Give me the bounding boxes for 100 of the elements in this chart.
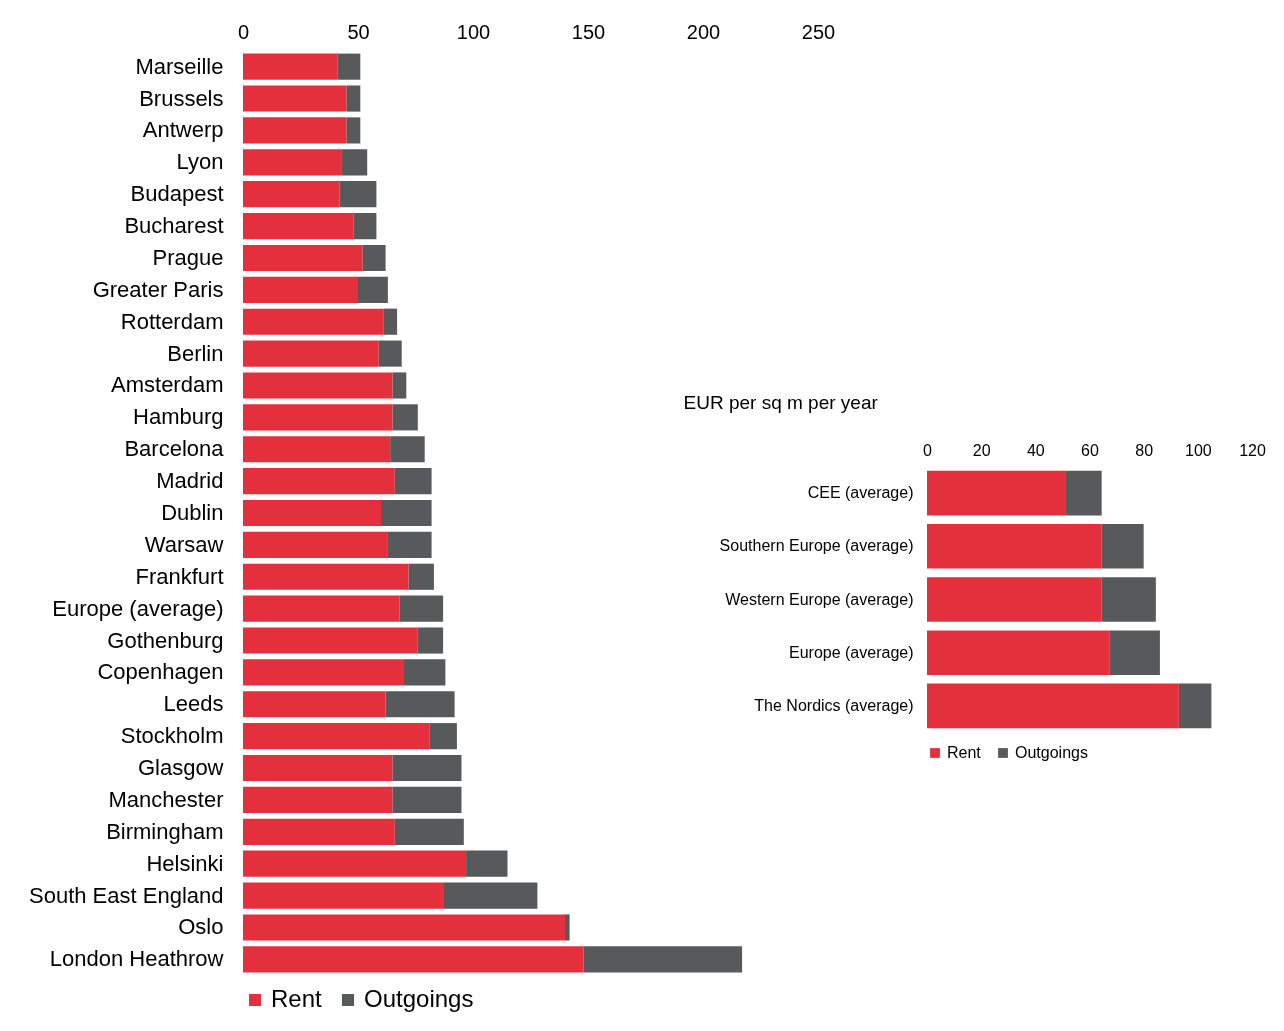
bar bbox=[927, 683, 1179, 729]
bar bbox=[243, 181, 340, 208]
y-tick-label: Leeds bbox=[163, 691, 224, 717]
bar bbox=[1101, 523, 1144, 569]
y-tick-label: Greater Paris bbox=[92, 276, 224, 302]
bar bbox=[243, 499, 381, 527]
x-tick-label: 100 bbox=[456, 20, 491, 43]
legend-label: Rent bbox=[947, 744, 982, 761]
bar bbox=[927, 630, 1110, 676]
bar bbox=[1178, 683, 1212, 729]
bar bbox=[243, 149, 342, 176]
x-tick-label: 60 bbox=[1081, 441, 1099, 459]
bar bbox=[358, 276, 388, 303]
bar bbox=[399, 595, 444, 622]
bar bbox=[243, 659, 404, 686]
y-tick-label: Hamburg bbox=[133, 404, 224, 430]
bar bbox=[337, 53, 361, 80]
bar bbox=[429, 723, 457, 750]
bar bbox=[243, 117, 347, 144]
bar bbox=[243, 563, 409, 590]
bar bbox=[243, 723, 430, 750]
x-axis-title: EUR per sq m per year bbox=[683, 391, 879, 413]
y-tick-label: Oslo bbox=[178, 914, 224, 940]
y-tick-label: Europe (average) bbox=[788, 643, 914, 661]
y-tick-label: Brussels bbox=[139, 85, 224, 111]
y-tick-label: Berlin bbox=[167, 340, 224, 366]
y-tick-label: Lyon bbox=[176, 149, 224, 175]
y-tick-label: Warsaw bbox=[144, 531, 224, 557]
legend-label: Outgoings bbox=[1015, 744, 1088, 761]
bar bbox=[243, 850, 467, 877]
bar bbox=[243, 213, 354, 240]
y-tick-label: Barcelona bbox=[124, 436, 225, 462]
bar bbox=[394, 818, 464, 845]
bar bbox=[243, 85, 347, 112]
bar bbox=[392, 754, 462, 782]
y-tick-label: Dublin bbox=[161, 500, 224, 525]
bar bbox=[243, 691, 386, 718]
y-tick-label: Frankfurt bbox=[135, 563, 224, 589]
y-tick-label: London Heathrow bbox=[49, 946, 224, 972]
x-tick-label: 200 bbox=[686, 20, 721, 43]
x-tick-label: 50 bbox=[347, 20, 370, 43]
bar bbox=[404, 659, 446, 686]
y-tick-label: Stockholm bbox=[120, 723, 224, 749]
bar bbox=[466, 850, 508, 877]
bar bbox=[392, 786, 462, 813]
bar bbox=[243, 882, 444, 909]
bar bbox=[243, 754, 393, 782]
bar bbox=[927, 577, 1102, 622]
bar bbox=[1109, 630, 1160, 676]
legend-label: Rent bbox=[271, 985, 323, 1012]
x-tick-label: 0 bbox=[923, 441, 933, 459]
bar bbox=[417, 627, 444, 654]
x-tick-label: 100 bbox=[1184, 441, 1212, 459]
bar bbox=[243, 276, 358, 303]
x-tick-label: 250 bbox=[801, 20, 836, 43]
x-tick-label: 150 bbox=[571, 20, 606, 43]
y-tick-label: Europe (average) bbox=[52, 595, 224, 621]
y-tick-label: Helsinki bbox=[146, 850, 224, 876]
bar bbox=[243, 404, 393, 431]
bar bbox=[243, 244, 363, 272]
bar bbox=[927, 523, 1102, 569]
bar bbox=[408, 563, 434, 590]
y-tick-label: Gothenburg bbox=[107, 627, 224, 653]
bar bbox=[1065, 470, 1102, 516]
y-tick-label: Prague bbox=[152, 244, 224, 270]
bar bbox=[383, 308, 398, 335]
x-tick-label: 0 bbox=[237, 20, 250, 43]
bar bbox=[565, 914, 570, 941]
bar bbox=[583, 946, 743, 973]
y-tick-label: Antwerp bbox=[142, 117, 224, 143]
y-tick-label: Glasgow bbox=[137, 755, 224, 781]
bar bbox=[385, 691, 455, 718]
bar bbox=[392, 372, 407, 399]
bar bbox=[243, 818, 395, 845]
y-tick-label: Bucharest bbox=[124, 213, 224, 239]
bar bbox=[243, 468, 395, 495]
y-tick-label: CEE (average) bbox=[807, 484, 914, 502]
bar bbox=[381, 499, 432, 527]
bar bbox=[394, 468, 432, 495]
y-tick-label: The Nordics (average) bbox=[754, 696, 914, 714]
bar bbox=[243, 786, 393, 813]
bar bbox=[927, 470, 1066, 516]
bar bbox=[243, 53, 338, 80]
y-tick-label: Copenhagen bbox=[97, 659, 224, 685]
bar bbox=[243, 627, 418, 654]
y-tick-label: Southern Europe (average) bbox=[719, 537, 914, 555]
bar bbox=[1101, 577, 1156, 622]
y-tick-label: Birmingham bbox=[106, 818, 224, 844]
x-tick-label: 120 bbox=[1239, 441, 1266, 459]
x-tick-label: 20 bbox=[972, 441, 991, 459]
y-tick-label: Manchester bbox=[108, 786, 224, 812]
bar bbox=[390, 436, 425, 463]
bar bbox=[339, 181, 377, 208]
y-tick-label: Rotterdam bbox=[120, 308, 224, 334]
bar bbox=[341, 149, 368, 176]
bar bbox=[362, 244, 386, 272]
y-tick-label: South East England bbox=[29, 882, 224, 908]
bar bbox=[243, 308, 384, 335]
legend-label: Outgoings bbox=[364, 985, 474, 1012]
bar bbox=[353, 213, 377, 240]
